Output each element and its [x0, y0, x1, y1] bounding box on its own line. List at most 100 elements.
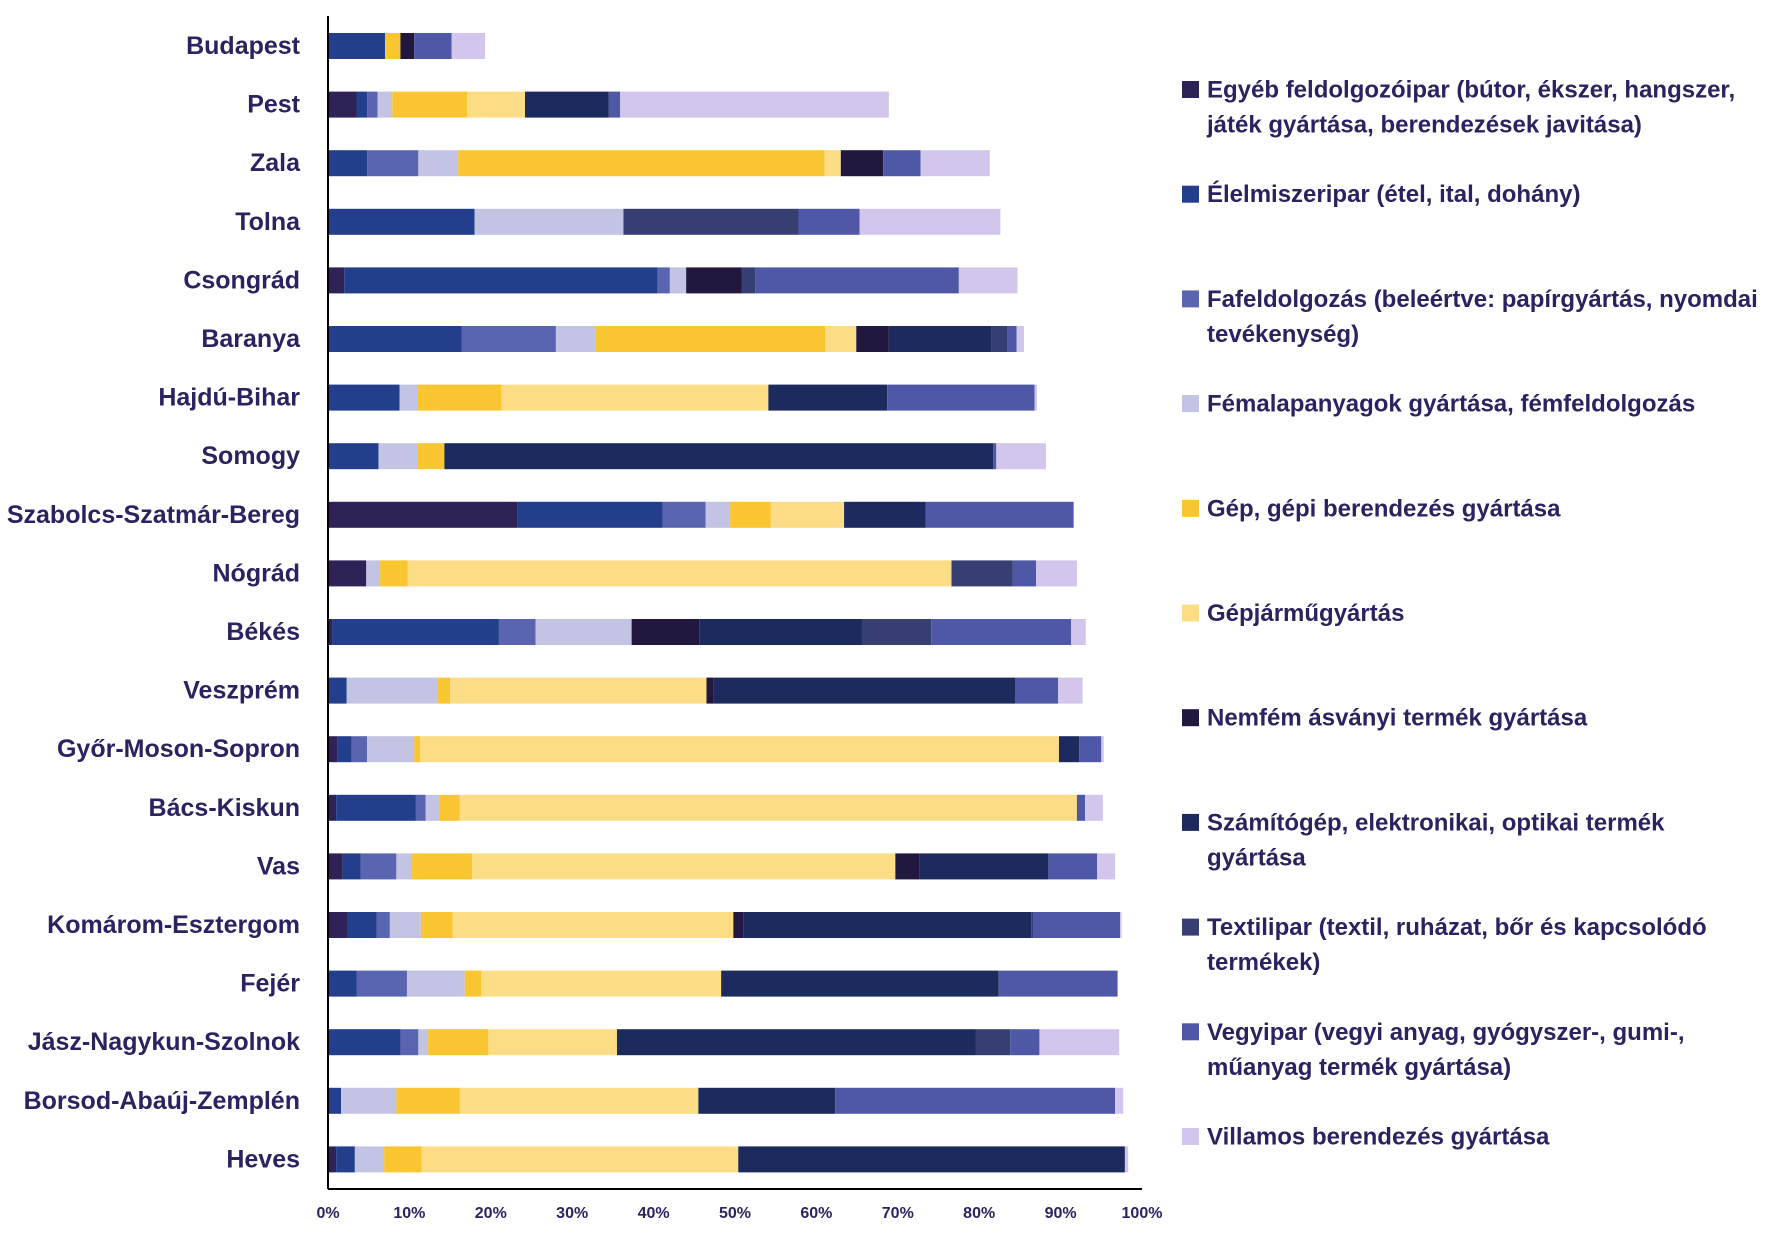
- legend-label: Fémalapanyagok gyártása, fémfeldolgozás: [1207, 391, 1695, 418]
- bar-segment: [798, 208, 860, 235]
- bar-segment: [467, 91, 525, 118]
- legend-label: Vegyipar (vegyi anyag, gyógyszer-, gumi-…: [1207, 1019, 1684, 1046]
- legend-swatch: [1182, 1128, 1199, 1145]
- bar-segment: [328, 970, 357, 997]
- x-tick-label: 40%: [638, 1205, 670, 1222]
- bar-segment: [620, 91, 889, 118]
- bar-segment: [770, 501, 845, 528]
- bar-segment: [328, 384, 400, 411]
- bar-segment: [657, 267, 670, 294]
- bar-segment: [367, 150, 419, 177]
- bar-segment: [376, 912, 390, 938]
- category-label: Békés: [226, 618, 300, 646]
- bar-segment: [417, 443, 445, 470]
- bar-segment: [1058, 736, 1080, 763]
- bar-segment: [425, 794, 440, 821]
- bar-segment: [1048, 853, 1098, 880]
- bar-segment: [498, 619, 536, 645]
- bar-segment: [1120, 912, 1122, 938]
- bar-segment: [450, 677, 707, 704]
- bar-segment: [517, 501, 663, 528]
- category-label: Komárom-Esztergom: [47, 911, 300, 939]
- bar-segment: [824, 150, 841, 177]
- bar-segment: [1115, 1087, 1124, 1114]
- bar-segment: [328, 912, 348, 938]
- bar-segment: [488, 1029, 617, 1056]
- legend-swatch: [1182, 604, 1199, 622]
- category-label: Heves: [226, 1145, 300, 1173]
- bar-segment: [631, 619, 700, 645]
- bar-segment: [461, 326, 556, 352]
- bar-segment: [351, 736, 368, 763]
- category-labels: Budapest Pest Zala Tolna Csongrád Baranya Hajd…: [7, 32, 301, 1173]
- category-label: Tolna: [235, 208, 301, 236]
- bar-segment: [501, 384, 769, 411]
- bar-segment: [407, 560, 952, 587]
- bar-segment: [1010, 1029, 1040, 1056]
- bar-segment: [367, 736, 415, 763]
- bar-segment: [713, 677, 1016, 704]
- bar-segment: [328, 33, 385, 59]
- legend-label: gyártása: [1207, 844, 1306, 871]
- bar-segment: [474, 208, 624, 235]
- bar-segment: [328, 91, 357, 118]
- x-tick-label: 70%: [882, 1205, 914, 1222]
- bar-segment: [328, 677, 347, 704]
- bar-segment: [418, 1029, 429, 1056]
- bar-segment: [366, 560, 381, 587]
- bar-segment: [919, 853, 1049, 880]
- x-tick-label: 50%: [719, 1205, 751, 1222]
- bar-segment: [743, 912, 1032, 938]
- bar-segment: [1007, 326, 1017, 352]
- bar-segment: [377, 91, 393, 118]
- legend-swatch: [1182, 813, 1199, 831]
- bar-segment: [1012, 560, 1037, 587]
- bar-segment: [481, 970, 722, 997]
- bar-segment: [328, 150, 368, 177]
- x-tick-label: 90%: [1045, 1205, 1077, 1222]
- legend-label: tevékenység): [1207, 321, 1359, 348]
- bar-segment: [991, 326, 1008, 352]
- bar-segment: [328, 619, 333, 645]
- bar-segment: [699, 619, 862, 645]
- bar-segment: [458, 150, 825, 177]
- bar-segment: [825, 326, 857, 352]
- bar-segment: [730, 501, 771, 528]
- legend-label: Élelmiszeripar (étel, ital, dohány): [1207, 180, 1580, 208]
- bar-segment: [1039, 1029, 1120, 1056]
- bar-segment: [975, 1029, 1011, 1056]
- legend-swatch: [1182, 709, 1199, 727]
- bar-segment: [444, 443, 994, 470]
- bar-segment: [844, 501, 926, 528]
- bar-segment: [336, 794, 416, 821]
- bar-segment: [733, 912, 744, 938]
- bar-segment: [328, 736, 338, 763]
- legend-swatch: [1182, 1023, 1199, 1041]
- legend-label: Számítógép, elektronikai, optikai termék: [1207, 809, 1665, 836]
- legend-swatch: [1182, 185, 1199, 203]
- category-label: Vas: [257, 852, 300, 880]
- bar-segment: [459, 794, 1077, 821]
- legend-label: Gépjárműgyártás: [1207, 600, 1404, 627]
- bar-segment: [856, 326, 889, 352]
- bar-segment: [1058, 677, 1083, 704]
- x-tick-label: 20%: [475, 1205, 507, 1222]
- bar-segment: [608, 91, 621, 118]
- bar-segment: [887, 384, 1035, 411]
- bar-segment: [342, 853, 361, 880]
- category-label: Veszprém: [183, 677, 300, 705]
- bar-segment: [367, 91, 378, 118]
- x-tick-label: 80%: [963, 1205, 995, 1222]
- bar-segment: [996, 443, 1046, 470]
- bar-segment: [706, 677, 714, 704]
- bars-group: [328, 33, 1129, 1173]
- bar-segment: [396, 1087, 460, 1114]
- bar-segment: [451, 33, 486, 59]
- bar-segment: [895, 853, 920, 880]
- bar-segment: [380, 560, 408, 587]
- category-label: Csongrád: [183, 266, 300, 294]
- bar-segment: [384, 33, 401, 59]
- legend-label: műanyag termék gyártása): [1207, 1054, 1511, 1081]
- legend-label: Egyéb feldolgozóipar (bútor, ékszer, han…: [1207, 77, 1735, 104]
- bar-segment: [993, 443, 997, 470]
